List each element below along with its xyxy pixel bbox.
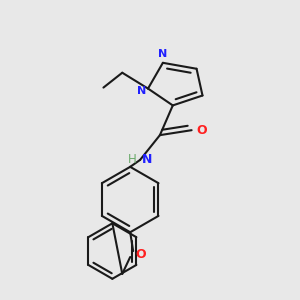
Text: H: H — [128, 153, 137, 167]
Text: N: N — [158, 49, 167, 59]
Text: O: O — [135, 248, 146, 260]
Text: O: O — [196, 124, 207, 137]
Text: N: N — [142, 153, 152, 167]
Text: N: N — [137, 85, 146, 96]
